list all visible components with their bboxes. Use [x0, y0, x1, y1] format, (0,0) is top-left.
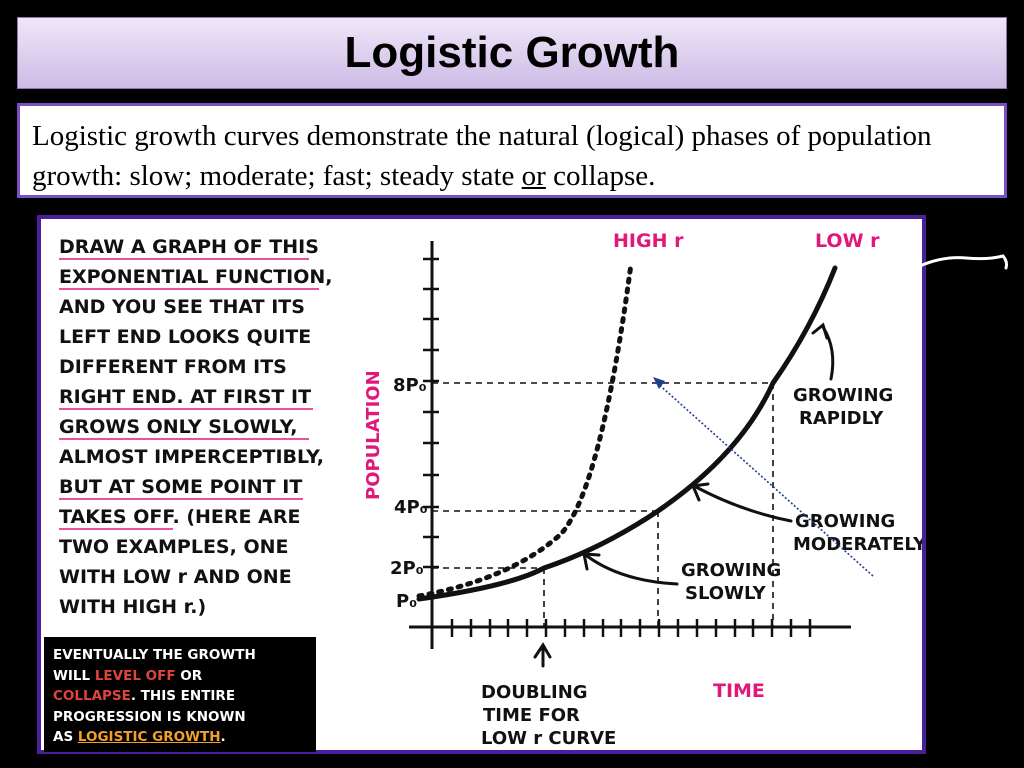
note-line-1: EVENTUALLY THE GROWTH — [53, 647, 256, 663]
growing-moderately-2: MODERATELY — [793, 534, 926, 555]
growing-slowly-1: GROWING — [681, 560, 781, 581]
y-tick-8p0: 8P₀ — [393, 375, 427, 396]
y-tick-labels: 8P₀ 4P₀ 2P₀ P₀ — [390, 375, 428, 612]
arrow-rapidly-head — [811, 322, 829, 340]
doubling-time-3: LOW r CURVE — [481, 728, 616, 749]
left-text-line: ALMOST IMPERCEPTIBLY, — [59, 446, 324, 468]
annotation-arrows — [533, 322, 835, 668]
left-text-line: DRAW A GRAPH OF THIS — [59, 236, 319, 258]
left-text-line: TAKES OFF. (HERE ARE — [59, 506, 300, 528]
text-underlines — [59, 258, 319, 530]
logistic-note: EVENTUALLY THE GROWTH WILL LEVEL OFF OR … — [44, 637, 316, 752]
left-text-line: BUT AT SOME POINT IT — [59, 476, 302, 498]
growing-moderately-1: GROWING — [795, 511, 895, 532]
level-off-text: LEVEL OFF — [94, 667, 176, 684]
dotted-pointer-arrowhead — [653, 377, 665, 389]
y-axis-label: POPULATION — [363, 370, 384, 500]
doubling-time-2: TIME FOR — [483, 705, 580, 726]
doubling-time-1: DOUBLING — [481, 682, 588, 703]
high-r-curve — [416, 261, 634, 599]
left-text-line: AND YOU SEE THAT ITS — [59, 296, 305, 318]
arrow-slowly — [585, 554, 679, 586]
left-text-line: DIFFERENT FROM ITS — [59, 356, 287, 378]
collapse-text: COLLAPSE — [53, 688, 131, 704]
left-text-line: WITH HIGH r.) — [59, 596, 206, 618]
note-line-3: COLLAPSE. THIS ENTIRE — [53, 688, 236, 704]
left-text-line: GROWS ONLY SLOWLY, — [59, 416, 297, 438]
left-explanation: DRAW A GRAPH OF THIS EXPONENTIAL FUNCTIO… — [59, 236, 333, 618]
growing-slowly-2: SLOWLY — [685, 583, 767, 604]
slide-title-bar: Logistic Growth — [17, 17, 1007, 89]
growing-rapidly-2: RAPIDLY — [799, 408, 884, 429]
x-axis-label: TIME — [713, 680, 765, 702]
y-tick-p0: P₀ — [396, 591, 417, 612]
arrow-slowly-head — [582, 552, 601, 571]
annotations: GROWING RAPIDLY GROWING MODERATELY GROWI… — [481, 385, 926, 749]
description-text-1: Logistic growth curves demonstrate the n… — [32, 120, 932, 192]
dotted-pointer-arrow — [655, 381, 874, 577]
left-text-line: RIGHT END. AT FIRST IT — [59, 386, 311, 408]
low-r-label: LOW r — [815, 230, 880, 252]
left-text-line: TWO EXAMPLES, ONE — [59, 536, 288, 558]
arrow-moderately-head — [690, 482, 710, 502]
description-text-2: collapse. — [545, 160, 656, 192]
handwritten-squiggle — [918, 254, 1009, 270]
description-underlined: or — [521, 160, 546, 192]
arrow-moderately — [694, 485, 793, 523]
left-text-line: WITH LOW r AND ONE — [59, 566, 292, 588]
logistic-growth-text: LOGISTIC GROWTH — [77, 729, 221, 745]
left-text-line: EXPONENTIAL FUNCTION, — [59, 266, 333, 288]
high-r-label: HIGH r — [613, 230, 684, 252]
growth-diagram-svg: DRAW A GRAPH OF THIS EXPONENTIAL FUNCTIO… — [59, 230, 926, 749]
x-axis-ticks — [450, 619, 812, 637]
doubling-guides — [432, 382, 774, 627]
y-tick-4p0: 4P₀ — [394, 497, 428, 518]
description-box: Logistic growth curves demonstrate the n… — [17, 103, 1007, 198]
y-tick-2p0: 2P₀ — [390, 558, 424, 579]
growing-rapidly-1: GROWING — [793, 385, 893, 406]
note-line-2: WILL LEVEL OFF OR — [53, 667, 203, 684]
slide-title: Logistic Growth — [344, 28, 680, 77]
left-text-line: LEFT END LOOKS QUITE — [59, 326, 311, 348]
note-line-4: PROGRESSION IS KNOWN — [53, 708, 246, 725]
note-line-5: AS LOGISTIC GROWTH. — [53, 729, 226, 745]
low-r-curve — [416, 265, 838, 602]
axes — [409, 241, 851, 649]
arrow-doubling-head — [533, 642, 552, 659]
